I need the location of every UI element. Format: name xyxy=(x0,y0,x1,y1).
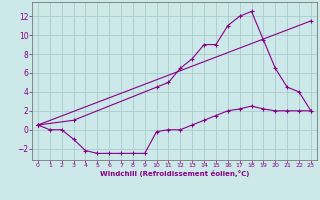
X-axis label: Windchill (Refroidissement éolien,°C): Windchill (Refroidissement éolien,°C) xyxy=(100,170,249,177)
